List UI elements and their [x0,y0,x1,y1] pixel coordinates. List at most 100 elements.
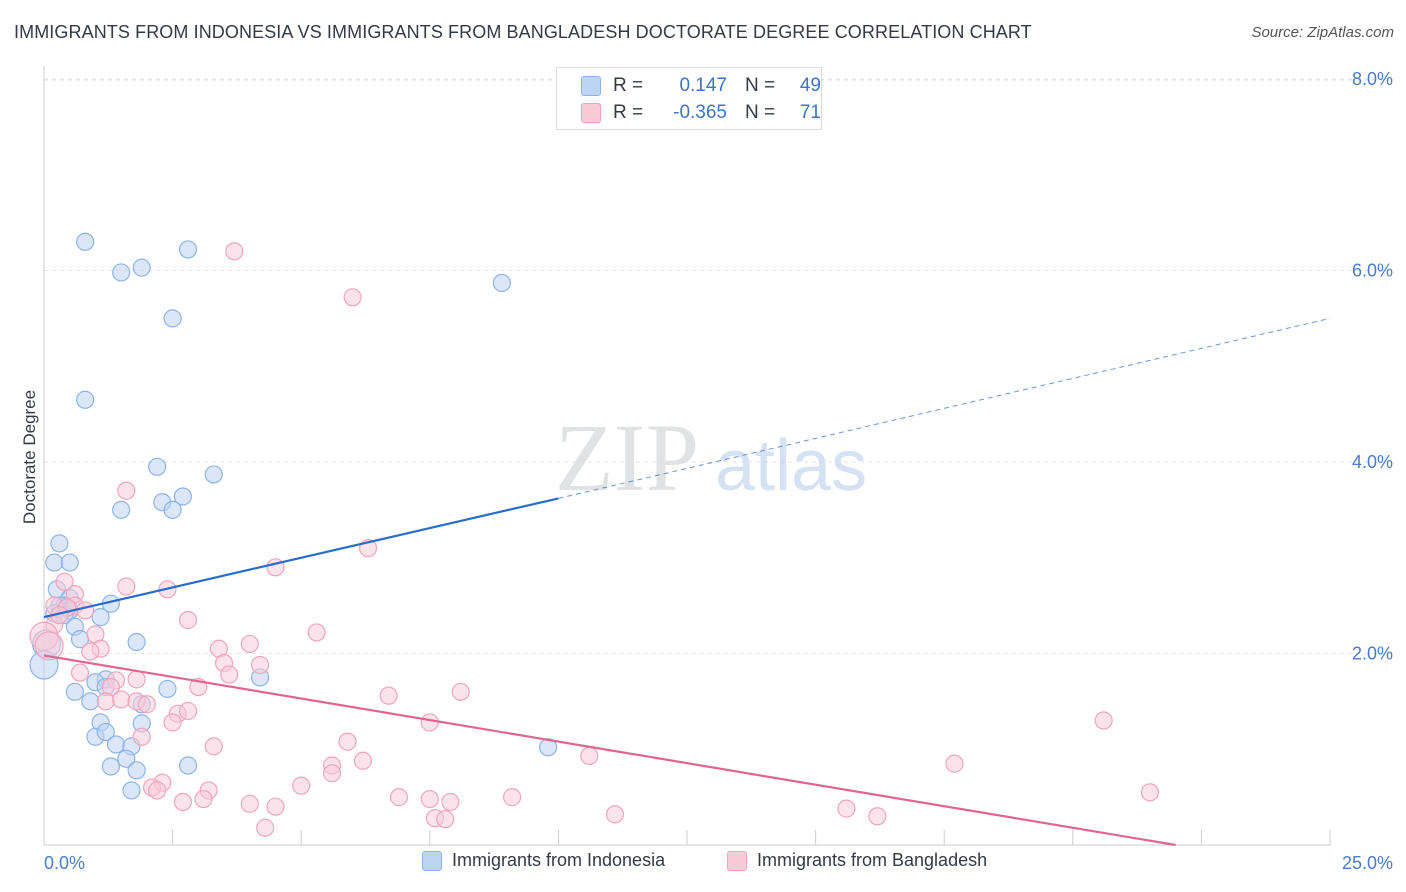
point-bangladesh-22 [240,634,259,654]
point-bangladesh-33 [96,692,115,711]
point-bangladesh-18 [34,631,64,661]
point-indonesia-0 [76,232,95,251]
point-indonesia-34 [158,679,177,699]
trend-layer [43,317,1331,847]
x-tick-label-0: 0.0% [44,853,85,873]
point-bangladesh-59 [173,792,192,812]
y-tick-label-3: 8.0% [1352,69,1393,89]
point-indonesia-12 [173,487,192,506]
indonesia-r-label: R = [613,75,644,96]
legend-swatch-indonesia [422,850,442,871]
y-tick-label-2: 6.0% [1352,261,1393,281]
chart-title: IMMIGRANTS FROM INDONESIA VS IMMIGRANTS … [14,22,1032,42]
legend-item-bangladesh[interactable]: Immigrants from Bangladesh [727,850,987,871]
indonesia-n-label: N = [745,75,776,96]
point-bangladesh-0 [225,242,244,261]
stats-row-bangladesh: R = -0.365 N = 71 [581,101,821,125]
stats-row-indonesia: R = 0.147 N = 49 [581,74,821,98]
point-indonesia-11 [163,500,182,519]
point-bangladesh-8 [55,572,74,591]
y-tick-label-1: 4.0% [1352,452,1393,472]
indonesia-swatch [581,76,601,96]
point-indonesia-8 [204,465,223,484]
point-bangladesh-34 [112,690,131,709]
point-bangladesh-38 [178,701,198,721]
point-bangladesh-15 [307,623,326,642]
point-indonesia-6 [76,390,95,409]
legend-label-indonesia: Immigrants from Indonesia [452,850,666,870]
point-bangladesh-58 [441,792,460,812]
points-layer [29,232,1160,837]
point-bangladesh-11 [76,601,95,620]
point-bangladesh-36 [137,695,156,714]
point-indonesia-4 [163,309,182,328]
bangladesh-swatch [581,103,601,123]
y-axis-title: Doctorate Degree [20,390,39,524]
watermark-atlas: atlas [715,426,867,506]
point-bangladesh-48 [945,754,964,773]
point-indonesia-45 [101,757,120,776]
point-bangladesh-1 [343,288,362,307]
point-bangladesh-39 [163,713,182,732]
point-bangladesh-44 [580,746,599,766]
point-indonesia-13 [50,534,69,553]
stats-legend: R = 0.147 N = 49 R = -0.365 N = 71 [556,67,822,130]
point-bangladesh-65 [868,807,887,826]
watermark: ZIP atlas [555,404,867,511]
point-bangladesh-40 [420,713,439,732]
point-bangladesh-41 [132,727,151,746]
indonesia-n-value: 49 [799,75,821,96]
point-indonesia-37 [81,692,100,711]
point-bangladesh-21 [81,642,100,661]
point-bangladesh-32 [451,682,470,701]
bangladesh-r-label: R = [613,102,644,123]
trend-line-bangladesh [43,654,1176,847]
chart-source: Source: ZipAtlas.com [1251,24,1394,41]
point-indonesia-7 [148,457,167,476]
point-indonesia-33 [65,682,84,701]
y-tick-label-0: 2.0% [1352,644,1393,664]
point-indonesia-3 [178,240,198,259]
watermark-zip: ZIP [555,404,699,511]
legend-swatch-bangladesh [727,850,747,871]
point-indonesia-48 [122,781,141,800]
point-bangladesh-2 [117,481,136,500]
point-bangladesh-23 [250,655,270,675]
bangladesh-n-label: N = [745,102,776,123]
point-bangladesh-57 [420,789,439,809]
point-bangladesh-27 [127,670,146,689]
point-bangladesh-64 [837,799,856,818]
bangladesh-n-value: 71 [799,102,821,123]
point-indonesia-15 [60,553,79,572]
point-bangladesh-60 [194,789,213,809]
point-bangladesh-42 [338,732,357,751]
legend-item-indonesia[interactable]: Immigrants from Indonesia [422,850,665,871]
point-bangladesh-5 [117,577,136,596]
point-indonesia-44 [117,749,136,768]
point-bangladesh-53 [292,776,311,795]
labels-layer: 2.0% 4.0% 6.0% 8.0% 0.0% 25.0% [44,69,1393,873]
point-bangladesh-46 [353,751,373,770]
point-bangladesh-66 [1140,783,1160,802]
point-bangladesh-49 [1094,711,1113,730]
point-bangladesh-43 [204,737,223,756]
bangladesh-r-value: -0.365 [673,102,727,123]
point-indonesia-42 [106,735,126,754]
point-bangladesh-69 [256,818,275,837]
point-bangladesh-47 [322,764,342,783]
point-bangladesh-61 [240,794,259,813]
point-indonesia-46 [127,761,146,780]
point-bangladesh-62 [266,797,285,816]
point-indonesia-14 [45,553,64,572]
point-indonesia-41 [96,722,115,742]
grid-lines [44,78,1392,654]
trend-extension-indonesia [558,317,1331,499]
point-indonesia-5 [492,273,511,293]
point-bangladesh-54 [148,781,167,800]
point-bangladesh-25 [70,663,90,682]
point-bangladesh-63 [605,805,625,824]
point-bangladesh-31 [379,686,398,705]
point-bangladesh-68 [436,810,455,829]
x-tick-label-1: 25.0% [1342,853,1393,873]
